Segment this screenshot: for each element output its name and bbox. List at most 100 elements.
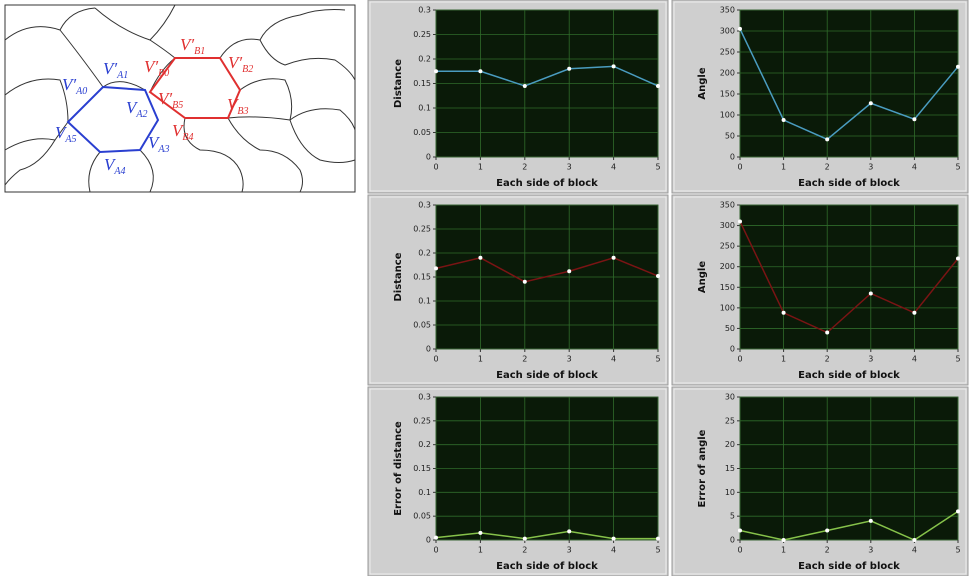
x-tick-label: 4 (611, 355, 616, 364)
data-line (435, 530, 658, 540)
vertex-subscript: A0 (75, 86, 87, 97)
vertex-symbol: V′ (158, 89, 172, 108)
y-tick-label: 350 (720, 6, 735, 15)
panel-bevel (369, 388, 667, 575)
x-tick-label: 0 (433, 163, 438, 172)
y-tick-label: 0.2 (418, 249, 431, 258)
vertex-label: VB3 (227, 95, 249, 117)
data-point (781, 538, 786, 542)
y-axis-label: Distance (393, 59, 404, 108)
vertex-label: V′B1 (180, 35, 205, 57)
plot-area (739, 204, 959, 350)
y-tick-label: 300 (720, 221, 735, 230)
data-point (825, 137, 830, 142)
vertex-label: VA3 (148, 133, 170, 155)
hexagon-b (148, 57, 242, 119)
x-tick-label: 5 (955, 546, 960, 555)
data-line (436, 65, 659, 87)
chart-panel: 0 50 100 150 200 250 300 350 0 1 2 3 4 5 Each side of … (671, 0, 969, 194)
vertex-symbol: V (126, 98, 139, 117)
vertex-subscript: B5 (172, 100, 183, 111)
data-point (522, 83, 527, 88)
y-tick-label: 5 (730, 512, 735, 521)
y-tick-label: 30 (725, 393, 735, 402)
data-point (656, 536, 660, 541)
x-tick-label: 5 (655, 355, 660, 364)
y-tick-label: 0.3 (418, 201, 431, 210)
panel-bevel (673, 1, 967, 192)
x-tick-label: 4 (611, 163, 616, 172)
x-tick-label: 2 (825, 546, 830, 555)
cell-diagram: V′A0V′A1VA2VA3VA4VA5V′B0V′B1V′B2VB3VB4V′… (4, 4, 356, 193)
data-point (781, 310, 786, 315)
data-point (738, 219, 742, 224)
data-line (739, 221, 959, 334)
vertex-subscript: A1 (116, 70, 128, 81)
x-tick-label: 3 (567, 355, 572, 364)
vertex-label: V′B5 (158, 89, 183, 111)
y-tick-label: 100 (720, 303, 735, 312)
x-tick-label: 3 (567, 546, 572, 555)
vertex-subscript: A5 (64, 134, 76, 145)
vertex-subscript: B1 (194, 46, 205, 57)
vertex-symbol: V′ (103, 59, 117, 78)
y-tick-label: 0.1 (418, 104, 431, 113)
vertex-subscript: B0 (158, 68, 169, 79)
y-tick-label: 300 (720, 27, 735, 36)
panel-bevel (673, 196, 967, 384)
y-tick-label: 0 (730, 345, 735, 354)
y-axis-label: Angle (697, 67, 708, 99)
y-tick-label: 0 (426, 345, 431, 354)
y-tick-label: 0.3 (418, 6, 431, 15)
y-tick-label: 0.25 (413, 416, 431, 425)
y-tick-label: 50 (725, 132, 735, 141)
x-tick-label: 2 (825, 355, 830, 364)
vertex-symbol: V (55, 123, 68, 142)
vertex-symbol: V′ (144, 57, 158, 76)
vertex-subscript: A3 (157, 144, 169, 155)
data-point (825, 528, 830, 533)
x-tick-label: 5 (655, 163, 660, 172)
data-point (912, 117, 917, 122)
x-tick-label: 0 (433, 546, 438, 555)
y-tick-label: 0.05 (413, 128, 431, 137)
x-tick-label: 0 (737, 355, 742, 364)
x-axis-label: Each side of block (798, 370, 900, 381)
y-tick-label: 0.1 (418, 488, 431, 497)
data-point (567, 269, 572, 274)
y-tick-label: 0.15 (413, 79, 431, 88)
data-point (611, 64, 616, 69)
y-axis-label: Distance (393, 252, 404, 301)
y-tick-label: 10 (725, 488, 735, 497)
y-axis-label: Error of angle (697, 429, 708, 507)
vertex-label: VA5 (55, 123, 77, 145)
y-tick-label: 150 (720, 90, 735, 99)
y-tick-label: 150 (720, 283, 735, 292)
x-tick-label: 0 (737, 546, 742, 555)
y-axis-label: Angle (697, 261, 708, 293)
vertex-symbol: V (148, 133, 161, 152)
x-tick-label: 5 (655, 546, 660, 555)
data-point (522, 279, 527, 284)
chart-panel: 0 0.05 0.1 0.15 0.2 0.25 0.3 0 1 2 3 4 5 Each side of… (367, 194, 669, 386)
data-point (611, 536, 616, 541)
vertex-label: VB4 (172, 121, 194, 143)
x-tick-label: 1 (478, 355, 483, 364)
y-tick-label: 0.2 (418, 55, 431, 64)
vertex-subscript: B4 (182, 132, 193, 143)
x-tick-label: 4 (912, 546, 917, 555)
data-point (956, 64, 960, 69)
data-point (956, 256, 960, 261)
x-tick-label: 2 (825, 163, 830, 172)
vertex-subscript: B3 (237, 106, 248, 117)
data-point (478, 69, 483, 74)
x-tick-label: 3 (567, 163, 572, 172)
data-point (611, 255, 616, 260)
vertex-label: VA2 (126, 98, 148, 120)
vertex-label: V′A1 (103, 59, 128, 81)
vertex-label: V′A0 (62, 75, 87, 97)
vertex-symbol: V′ (180, 35, 194, 54)
data-point (912, 310, 917, 315)
y-tick-label: 0.15 (413, 273, 431, 282)
y-tick-label: 0.25 (413, 225, 431, 234)
